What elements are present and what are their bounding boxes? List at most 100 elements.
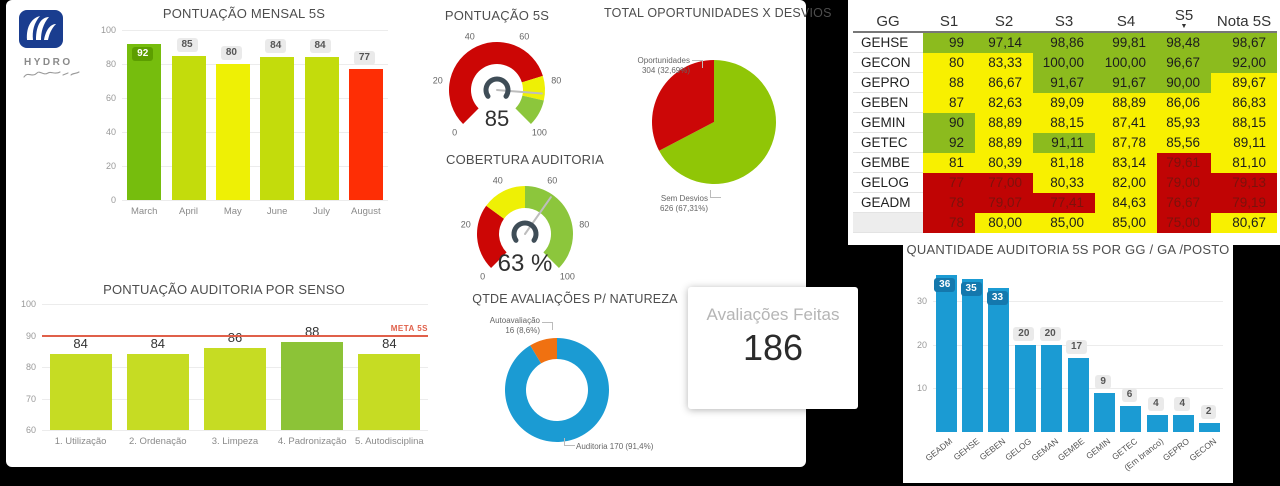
bar-GEMAN[interactable] — [1041, 344, 1063, 432]
column-header-S5[interactable]: S5 ▼ — [1157, 4, 1211, 33]
row-label — [853, 212, 923, 233]
slice-Auditoria[interactable] — [505, 338, 609, 442]
table-row-GECON[interactable]: GECON 80 83,33 100,00 100,00 96,67 92,00 — [853, 52, 1277, 73]
slice-Sem Desvios[interactable] — [659, 60, 776, 185]
table-cell: 99,81 — [1095, 32, 1157, 53]
table-cell: 91,11 — [1033, 132, 1095, 153]
bar-value-badge: 92 — [132, 46, 154, 61]
gridline — [122, 200, 388, 201]
table-row-GELOG[interactable]: GELOG 77 77,00 80,33 82,00 79,00 79,13 — [853, 172, 1277, 193]
table-cell: 79,00 — [1157, 172, 1211, 193]
table-cell: 100,00 — [1095, 52, 1157, 73]
table-cell: 88 — [923, 72, 975, 93]
row-label: GEHSE — [853, 32, 923, 53]
column-header-GG[interactable]: GG — [853, 4, 923, 33]
nota-5s-table: GG S1 S2 S3 S4 S5 ▼ Nota 5S GEHSE 99 97,14 98,86 99,… — [853, 4, 1277, 233]
column-header-Nota 5S[interactable]: Nota 5S — [1211, 4, 1277, 33]
bar-3. Limpeza[interactable] — [204, 348, 266, 430]
table-row-GEBEN[interactable]: GEBEN 87 82,63 89,09 88,89 86,06 86,83 — [853, 92, 1277, 113]
table-cell: 85,93 — [1157, 112, 1211, 133]
bar-GEPRO[interactable] — [1172, 414, 1194, 432]
hydro-logo: HYDRO — [18, 10, 102, 87]
bar-GEBEN[interactable] — [988, 287, 1010, 432]
donut-chart — [505, 338, 609, 442]
bar-July[interactable] — [304, 57, 339, 200]
pie-callout-line — [710, 190, 721, 198]
card-avaliacoes-feitas[interactable]: Avaliações Feitas 186 — [688, 287, 858, 409]
slice-Autoavaliação[interactable] — [530, 338, 557, 364]
row-label: GETEC — [853, 132, 923, 153]
slice-Oportunidades[interactable] — [652, 60, 714, 151]
chart-title: QTDE AVALIAÇÕES P/ NATUREZA — [472, 292, 678, 306]
bar-GELOG[interactable] — [1014, 344, 1036, 432]
donut-callout-line — [542, 322, 553, 330]
table-cell: 80,33 — [1033, 172, 1095, 193]
target-label: META 5S — [390, 323, 428, 333]
y-axis-tick: 60 — [105, 93, 116, 103]
bar-GEMIN[interactable] — [1093, 392, 1115, 432]
table-row-GEADM[interactable]: GEADM 78 79,07 77,41 84,63 76,67 79,19 — [853, 192, 1277, 213]
table-cell: 80 — [923, 52, 975, 73]
pie-chart — [652, 60, 776, 185]
y-axis-tick: 100 — [100, 25, 116, 35]
bar-GETEC[interactable] — [1120, 405, 1142, 432]
sort-descending-icon[interactable]: ▼ — [1180, 23, 1188, 30]
table-cell: 97,14 — [975, 32, 1033, 53]
table-cell: 89,67 — [1211, 72, 1277, 93]
table-row-GEPRO[interactable]: GEPRO 88 86,67 91,67 91,67 90,00 89,67 — [853, 72, 1277, 93]
table-cell: 79,07 — [975, 192, 1033, 213]
column-header-S3[interactable]: S3 — [1033, 4, 1095, 33]
bar-5. Autodisciplina[interactable] — [358, 354, 421, 430]
column-header-S4[interactable]: S4 — [1095, 4, 1157, 33]
bar-March[interactable] — [127, 43, 162, 200]
table-cell: 79,19 — [1211, 192, 1277, 213]
y-axis-tick: 80 — [105, 59, 116, 69]
x-axis-label: June — [266, 206, 288, 217]
table-cell: 76,67 — [1157, 192, 1211, 213]
row-label: GELOG — [853, 172, 923, 193]
table-row-GEHSE[interactable]: GEHSE 99 97,14 98,86 99,81 98,48 98,67 — [853, 32, 1277, 53]
bar-August[interactable] — [348, 69, 383, 200]
table-cell: 89,09 — [1033, 92, 1095, 113]
table-row-GETEC[interactable]: GETEC 92 88,89 91,11 87,78 85,56 89,11 — [853, 132, 1277, 153]
table-row-GEMIN[interactable]: GEMIN 90 88,89 88,15 87,41 85,93 88,15 — [853, 112, 1277, 133]
chart-gauge-cobertura-auditoria[interactable]: COBERTURA AUDITORIA 0 20 40 60 80 100 63 % — [422, 150, 628, 295]
bar-value-label: 84 — [73, 336, 88, 352]
gauge-pontuacao-5s[interactable]: 0 20 40 60 80 100 — [397, 24, 597, 138]
bar-4. Padronização[interactable] — [281, 341, 344, 430]
table-cell: 77,41 — [1033, 192, 1095, 213]
bar-GEHSE[interactable] — [962, 279, 984, 432]
column-header-S1[interactable]: S1 — [923, 4, 975, 33]
donut-label-auditoria: Auditoria 170 (91,4%) — [576, 442, 654, 451]
bar-value-label: 88 — [304, 323, 320, 339]
row-label: GEMIN — [853, 112, 923, 133]
bar-April[interactable] — [171, 55, 206, 200]
table-cell: 81 — [923, 152, 975, 173]
gridline — [42, 304, 428, 305]
bar-June[interactable] — [260, 57, 295, 200]
bar-(Em branco)[interactable] — [1146, 414, 1168, 432]
gauge-tick-label: 60 — [547, 176, 557, 186]
y-axis-tick: 20 — [916, 339, 927, 350]
signature-icon — [23, 71, 80, 78]
gauge-tick-label: 40 — [493, 176, 503, 186]
gauge-tick-label: 60 — [519, 32, 529, 42]
y-axis-tick: 80 — [25, 362, 36, 372]
table-row-total[interactable]: 78 80,00 85,00 85,00 75,00 80,67 — [853, 212, 1277, 233]
y-axis-tick: 70 — [25, 393, 36, 404]
bar-GECON[interactable] — [1199, 423, 1221, 432]
gauge-segment — [449, 41, 543, 124]
panel-main: HYDRO PONTUAÇÃO MENSAL 5S 0 20 40 60 80 100 92… — [6, 0, 831, 467]
chart-gauge-pontuacao-5s[interactable]: PONTUAÇÃO 5S 0 20 40 60 80 100 85 — [394, 6, 600, 146]
bar-GEMBE[interactable] — [1067, 357, 1089, 432]
gridline — [122, 98, 388, 99]
gauge-tick-label: 0 — [480, 271, 485, 281]
table-row-GEMBE[interactable]: GEMBE 81 80,39 81,18 83,14 79,61 81,10 — [853, 152, 1277, 173]
bar-1. Utilização[interactable] — [49, 354, 112, 430]
bar-May[interactable] — [215, 64, 250, 200]
column-header-S2[interactable]: S2 — [975, 4, 1033, 33]
table-cell: 80,67 — [1211, 212, 1277, 233]
bar-2. Ordenação[interactable] — [126, 354, 189, 430]
gauge-cobertura-auditoria[interactable]: 0 20 40 60 80 100 — [425, 168, 625, 282]
bar-GEADM[interactable] — [935, 274, 957, 432]
